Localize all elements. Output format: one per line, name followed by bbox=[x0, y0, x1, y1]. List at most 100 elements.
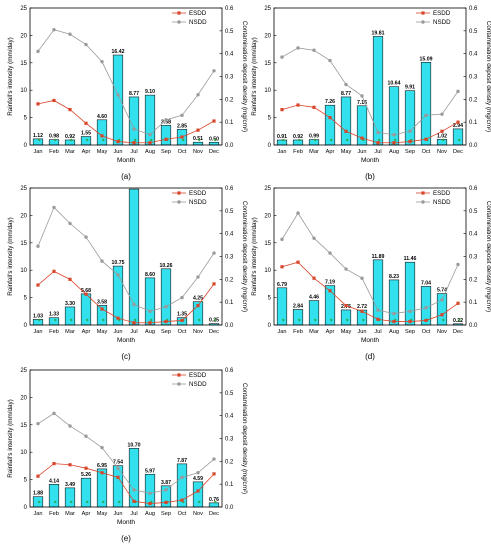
y2-tick-label: 0.3 bbox=[469, 255, 478, 261]
series-line-nsdd bbox=[37, 29, 215, 136]
esdd-point bbox=[212, 472, 216, 476]
x-tick-label: Sep bbox=[161, 149, 171, 155]
y-tick-label: 15 bbox=[20, 61, 27, 67]
nsdd-point bbox=[100, 259, 104, 263]
legend-label: NSDD bbox=[189, 381, 207, 388]
bar-value-label: 0.98 bbox=[49, 134, 59, 140]
bar-value-label: 10.70 bbox=[128, 442, 141, 448]
bar-value-label: 10.26 bbox=[160, 263, 173, 269]
nsdd-point bbox=[360, 276, 364, 280]
y-tick-label: 25 bbox=[264, 186, 271, 192]
y-axis-label: Rainfall's intensity (mm/day) bbox=[7, 217, 14, 296]
nsdd-point bbox=[424, 113, 428, 118]
rainfall-bar bbox=[128, 448, 140, 508]
x-tick-label: May bbox=[97, 511, 108, 517]
y2-tick-label: 0.1 bbox=[469, 300, 478, 306]
nsdd-point bbox=[280, 237, 284, 242]
series-line-nsdd bbox=[281, 47, 459, 136]
x-tick-label: Jul bbox=[374, 149, 381, 155]
esdd-point bbox=[52, 462, 56, 466]
esdd-point bbox=[180, 498, 184, 502]
x-tick-label: Nov bbox=[193, 511, 203, 517]
base-marker bbox=[394, 138, 397, 142]
nsdd-point bbox=[100, 59, 104, 64]
x-tick-label: Mar bbox=[65, 329, 75, 335]
nsdd-point bbox=[68, 221, 72, 226]
nsdd-point bbox=[344, 82, 348, 87]
nsdd-point bbox=[148, 309, 152, 313]
nsdd-point bbox=[440, 112, 444, 116]
base-marker bbox=[362, 318, 365, 322]
y-tick-label: 5 bbox=[268, 296, 272, 302]
series-line-nsdd bbox=[37, 206, 215, 312]
base-marker bbox=[214, 138, 217, 142]
y-axis-label: Rainfall's intensity (mm/day) bbox=[7, 399, 14, 478]
base-marker bbox=[330, 138, 333, 142]
y-tick-label: 25 bbox=[20, 6, 27, 12]
esdd-point bbox=[456, 120, 460, 124]
y-axis-label: Rainfall's intensity (mm/day) bbox=[251, 37, 258, 116]
bar-value-label: 3.58 bbox=[97, 299, 107, 305]
y2-tick-label: 0.0 bbox=[225, 323, 234, 329]
base-marker bbox=[182, 138, 185, 142]
esdd-point bbox=[212, 119, 216, 123]
esdd-point bbox=[100, 307, 104, 311]
plot-frame bbox=[273, 7, 467, 146]
base-marker bbox=[54, 500, 57, 504]
legend-marker bbox=[177, 382, 181, 386]
rainfall-bar bbox=[192, 141, 204, 146]
rainfall-bar bbox=[276, 139, 288, 146]
nsdd-point bbox=[196, 93, 200, 97]
rainfall-bar bbox=[292, 309, 304, 326]
x-tick-label: Dec bbox=[209, 149, 219, 155]
bar-value-label: 8.77 bbox=[341, 91, 351, 97]
esdd-point bbox=[84, 121, 88, 125]
rainfall-bar bbox=[404, 90, 416, 146]
bar-value-label: 0.92 bbox=[293, 134, 303, 140]
y2-tick-label: 0.1 bbox=[225, 120, 234, 126]
nsdd-point bbox=[360, 94, 364, 98]
bar-value-label: 1.33 bbox=[49, 312, 59, 318]
nsdd-point bbox=[180, 113, 184, 118]
y2-tick-label: 0.1 bbox=[225, 482, 234, 488]
bar-value-label: 4.59 bbox=[193, 476, 203, 482]
base-marker bbox=[346, 318, 349, 322]
legend-label: NSDD bbox=[189, 199, 207, 206]
x-tick-label: Mar bbox=[309, 149, 319, 155]
esdd-point bbox=[456, 301, 460, 305]
nsdd-point bbox=[196, 275, 200, 279]
y-tick-label: 15 bbox=[264, 61, 271, 67]
series-line-esdd bbox=[281, 261, 459, 322]
nsdd-point bbox=[196, 471, 200, 475]
bar-value-label: 8.60 bbox=[145, 272, 155, 278]
nsdd-point bbox=[408, 309, 412, 313]
panel-caption: (a) bbox=[121, 172, 131, 181]
esdd-point bbox=[84, 292, 88, 296]
x-axis-label: Month bbox=[361, 157, 379, 164]
y-tick-label: 10 bbox=[264, 268, 271, 274]
base-marker bbox=[54, 318, 57, 322]
base-marker bbox=[198, 138, 201, 142]
series-line-esdd bbox=[281, 104, 459, 144]
x-tick-label: Apr bbox=[82, 149, 91, 155]
nsdd-point bbox=[116, 93, 120, 97]
rainfall-bar bbox=[160, 125, 172, 146]
rainfall-bar bbox=[80, 477, 92, 508]
series-line-esdd bbox=[37, 463, 215, 504]
chart-panel-a: 1.12 0.98 0.92 1.55 4.60 16.42 8.77 9.10 3.58 2.8… bbox=[7, 6, 248, 181]
x-tick-label: Jun bbox=[113, 511, 122, 517]
bar-value-label: 0.50 bbox=[209, 136, 219, 142]
x-tick-label: Apr bbox=[82, 511, 91, 517]
x-tick-label: Nov bbox=[193, 149, 203, 155]
esdd-point bbox=[196, 128, 200, 132]
bar-value-label: 0.76 bbox=[209, 497, 219, 503]
x-tick-label: Oct bbox=[178, 149, 187, 155]
rainfall-bar bbox=[144, 94, 156, 146]
bar-value-label: 7.16 bbox=[357, 100, 367, 106]
x-tick-label: Sep bbox=[161, 329, 171, 335]
bar-value-label: 2.94 bbox=[453, 123, 463, 129]
x-tick-label: Sep bbox=[161, 511, 171, 517]
base-marker bbox=[378, 138, 381, 142]
esdd-point bbox=[360, 136, 364, 140]
x-tick-label: Feb bbox=[293, 329, 303, 335]
